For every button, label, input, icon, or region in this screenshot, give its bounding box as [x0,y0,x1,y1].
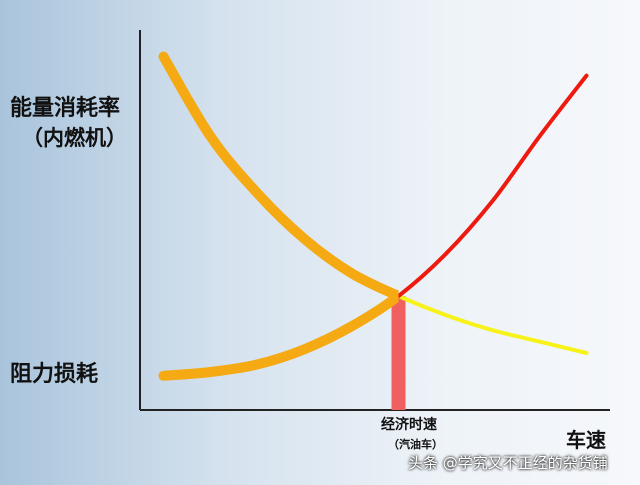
economic-speed-bar [391,296,406,410]
resistance-loss-curve-tail [398,73,589,299]
energy-consumption-curve [158,51,399,302]
economic-speed-sublabel: （汽油车） [388,438,443,451]
energy-consumption-curve-tail [398,293,589,355]
watermark-text: 头条 @学究又不正经的杂货铺 [408,454,608,472]
x-axis-label: 车速 [566,428,606,452]
resistance-loss-label: 阻力损耗 [10,362,99,387]
y-axis-label: 能量消耗率 [10,96,121,121]
economic-speed-label: 经济时速 [381,417,437,433]
resistance-loss-curve [158,289,399,381]
y-axis-sublabel: （内燃机） [22,126,127,150]
